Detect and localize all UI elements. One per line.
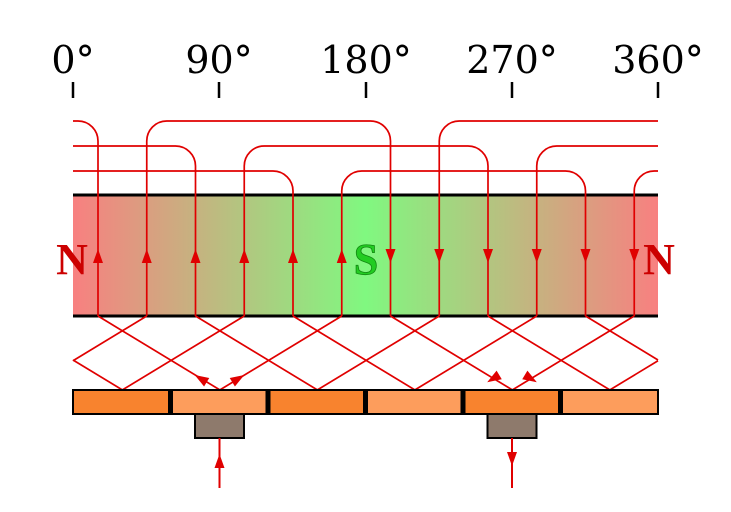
commutator-segment: [170, 390, 268, 414]
current-arrow-up: [239, 249, 250, 263]
end-connection: [145, 120, 392, 316]
lead-current-arrow: [522, 370, 537, 383]
commutator-insulator: [168, 390, 173, 414]
commutator-insulator: [363, 390, 368, 414]
commutator-lead: [316, 315, 440, 391]
pole-label-south: S: [354, 235, 378, 284]
lead-current-arrow: [194, 374, 210, 387]
end-connection: [438, 120, 658, 316]
angle-label-180: 180°: [320, 38, 412, 82]
pole-label-north-left: N: [56, 235, 88, 284]
commutator-lead: [292, 315, 416, 391]
lead-current-arrow: [229, 374, 245, 387]
commutator-lead: [609, 360, 659, 391]
commutator-lead: [487, 315, 611, 391]
current-arrow-down: [434, 249, 445, 263]
current-arrow-down: [531, 249, 542, 263]
commutator-insulator: [558, 390, 563, 414]
commutator-lead: [195, 315, 318, 391]
current-arrow-down: [629, 249, 640, 263]
magnetic-field-band: [73, 195, 658, 316]
commutator-lead: [121, 315, 245, 391]
brush-current-arrow-in: [214, 454, 225, 468]
commutator-insulator: [265, 390, 271, 414]
commutator-segment: [73, 390, 171, 414]
commutator-segment: [268, 390, 366, 414]
angle-label-90: 90°: [185, 38, 252, 82]
commutator-segment: [463, 390, 561, 414]
brush: [486, 413, 538, 439]
end-connection: [535, 145, 658, 316]
end-connection: [73, 145, 197, 316]
end-connection: [73, 120, 99, 316]
current-arrow-down: [385, 249, 396, 263]
lead-current-arrow: [487, 370, 502, 383]
end-connection: [340, 170, 587, 316]
brush: [194, 413, 245, 439]
commutator-lead: [72, 315, 148, 362]
current-arrow-up: [336, 249, 347, 263]
winding-wires: [72, 120, 659, 391]
angle-label-0: 0°: [51, 38, 94, 82]
commutator-segment: [365, 390, 463, 414]
current-arrow-up: [141, 249, 152, 263]
pole-label-north-right: N: [643, 235, 675, 284]
end-connection: [243, 145, 489, 316]
current-arrow-down: [483, 249, 493, 263]
brush-current-arrow-out: [507, 452, 517, 466]
angle-label-360: 360°: [612, 38, 704, 82]
current-arrow-up: [93, 249, 103, 263]
angle-scale: 0° 90° 180° 270° 360°: [51, 38, 704, 98]
angle-label-270: 270°: [466, 38, 558, 82]
end-connection: [633, 170, 658, 316]
commutator-segment: [560, 390, 658, 414]
brushes: [194, 413, 538, 488]
end-connection: [73, 170, 294, 316]
commutator-insulator: [460, 390, 466, 414]
commutator-lead: [414, 315, 538, 391]
commutator: [72, 389, 659, 415]
commutator-lead: [72, 359, 123, 391]
current-arrow-down: [580, 249, 591, 263]
current-arrow-up: [288, 249, 298, 263]
commutator-lead: [585, 315, 659, 361]
current-arrow-up: [190, 249, 201, 263]
